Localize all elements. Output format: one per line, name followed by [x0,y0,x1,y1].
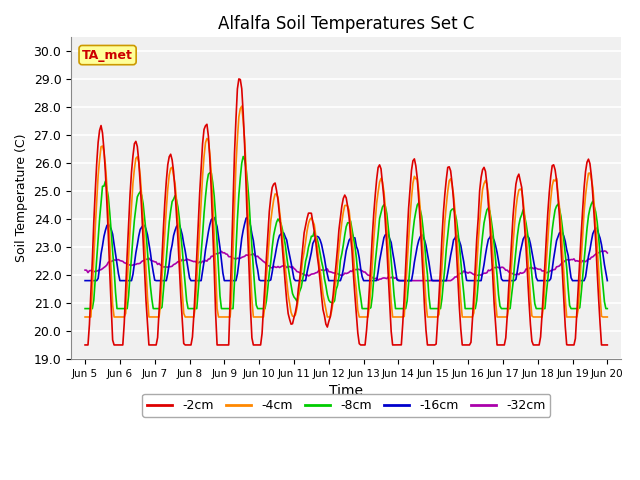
-4cm [409,180,417,186]
-2cm [235,76,243,82]
-4cm [397,314,405,320]
-4cm [81,314,89,320]
-16cm [211,215,218,220]
-2cm [179,317,186,323]
-4cm [380,189,388,194]
-8cm [96,216,104,222]
-16cm [380,235,388,240]
-16cm [397,278,405,284]
-32cm [397,278,405,284]
X-axis label: Time: Time [329,384,363,398]
-4cm [238,103,246,109]
-2cm [604,342,611,348]
-4cm [179,289,186,295]
-32cm [379,276,387,281]
-2cm [81,342,89,348]
Line: -4cm: -4cm [85,106,607,317]
-16cm [81,278,89,284]
-2cm [380,195,388,201]
-32cm [179,256,186,262]
Line: -2cm: -2cm [85,79,607,345]
-8cm [397,306,405,312]
Legend: -2cm, -4cm, -8cm, -16cm, -32cm: -2cm, -4cm, -8cm, -16cm, -32cm [142,394,550,417]
-2cm [397,342,405,348]
-32cm [604,250,611,256]
-8cm [541,306,548,312]
-4cm [604,314,611,320]
Line: -32cm: -32cm [85,251,607,281]
-32cm [396,278,404,284]
-16cm [409,270,417,276]
-16cm [179,232,186,238]
-8cm [604,306,611,312]
-8cm [179,247,186,252]
-16cm [96,264,104,270]
-4cm [96,157,104,163]
Text: TA_met: TA_met [82,48,133,61]
-16cm [604,278,611,284]
-32cm [409,278,417,284]
-2cm [541,261,548,266]
Line: -8cm: -8cm [85,156,607,309]
-2cm [409,158,417,164]
-32cm [81,267,89,273]
-16cm [541,278,548,284]
Title: Alfalfa Soil Temperatures Set C: Alfalfa Soil Temperatures Set C [218,15,474,33]
-8cm [239,154,247,159]
-32cm [600,248,608,254]
-2cm [96,128,104,133]
-32cm [96,267,104,273]
Line: -16cm: -16cm [85,217,607,281]
-8cm [380,202,388,208]
-8cm [81,306,89,312]
-32cm [541,269,548,275]
-8cm [409,229,417,235]
Y-axis label: Soil Temperature (C): Soil Temperature (C) [15,134,28,263]
-4cm [541,281,548,287]
